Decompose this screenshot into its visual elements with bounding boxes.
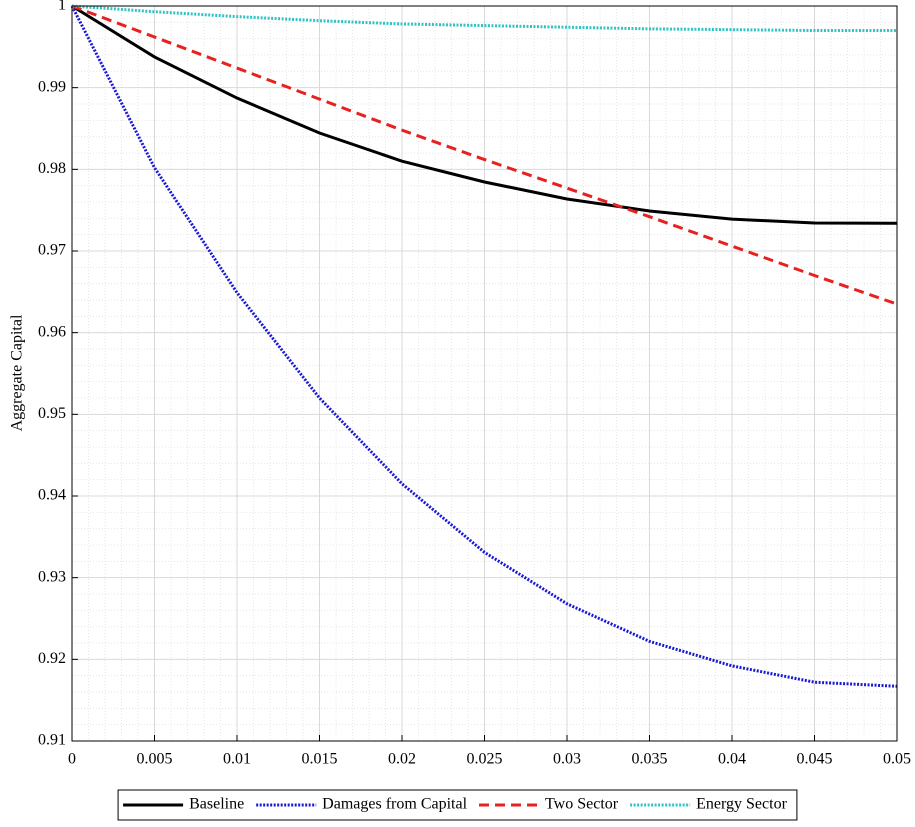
y-tick-label: 0.91 <box>38 732 66 749</box>
y-tick-label: 0.92 <box>38 650 66 667</box>
legend-label: Energy Sector <box>696 796 787 813</box>
y-tick-label: 0.94 <box>38 487 66 504</box>
y-axis-label: Aggregate Capital <box>9 314 26 431</box>
legend-box <box>117 789 798 821</box>
y-tick-label: 0.93 <box>38 568 66 585</box>
legend-label: Baseline <box>189 796 244 813</box>
legend-label: Damages from Capital <box>322 796 467 813</box>
series-line <box>70 5 898 688</box>
y-tick-label: 0.96 <box>38 323 66 340</box>
x-tick-label: 0.05 <box>883 751 911 768</box>
y-tick-label: 0.97 <box>38 242 66 259</box>
y-tick-label: 0.98 <box>38 160 66 177</box>
y-tick-label: 1 <box>58 0 66 14</box>
x-tick-label: 0.03 <box>553 751 581 768</box>
series-line <box>71 4 898 225</box>
x-tick-label: 0.025 <box>467 751 503 768</box>
x-tick-label: 0.02 <box>388 751 416 768</box>
x-tick-label: 0.035 <box>632 751 668 768</box>
x-tick-label: 0.01 <box>223 751 251 768</box>
x-tick-label: 0.045 <box>797 751 833 768</box>
x-tick-label: 0.005 <box>137 751 173 768</box>
series-line <box>71 4 897 32</box>
x-tick-label: 0 <box>68 751 76 768</box>
legend-label: Two Sector <box>545 796 619 813</box>
y-tick-label: 0.95 <box>38 405 66 422</box>
series-line <box>71 4 898 306</box>
x-tick-label: 0.015 <box>302 751 338 768</box>
y-tick-label: 0.99 <box>38 78 66 95</box>
legend: Baseline Damages from Capital Two Sector En… <box>117 789 798 821</box>
x-tick-label: 0.04 <box>718 751 746 768</box>
plot-frame <box>71 5 898 742</box>
